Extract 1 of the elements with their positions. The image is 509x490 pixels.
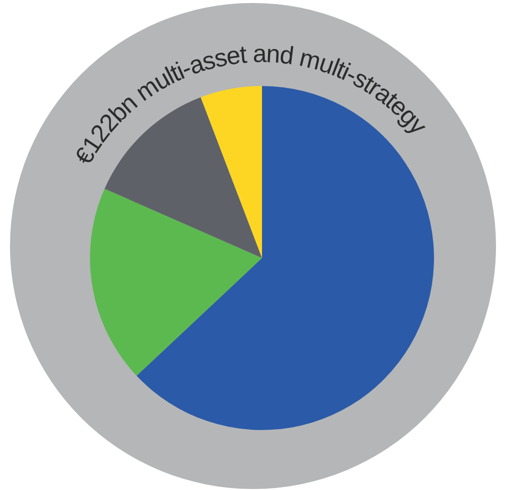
pie-slice	[90, 188, 262, 376]
